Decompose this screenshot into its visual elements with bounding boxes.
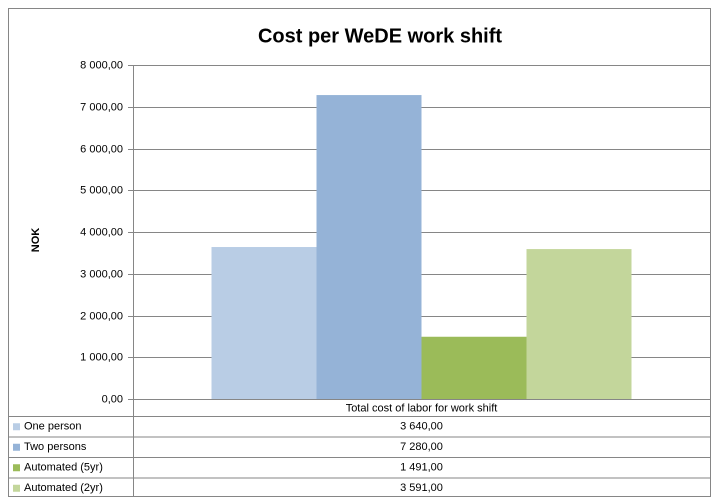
y-tick-label: 6 000,00: [80, 143, 123, 155]
bar: [421, 336, 527, 399]
legend-swatch: [13, 484, 20, 492]
legend-label: Automated (2yr): [24, 482, 103, 494]
legend-swatch: [13, 423, 20, 431]
x-tick-label: Total cost of labor for work shift: [346, 402, 498, 414]
data-label: 7 280,00: [400, 441, 443, 453]
y-tick-label: 4 000,00: [80, 226, 123, 238]
bar: [211, 247, 317, 399]
data-label: 1 491,00: [400, 462, 443, 474]
y-axis-title: NOK: [30, 228, 42, 253]
y-tick-label: 8 000,00: [80, 59, 123, 71]
legend-label: Automated (5yr): [24, 462, 103, 474]
y-tick-label: 3 000,00: [80, 268, 123, 280]
data-label: 3 640,00: [400, 421, 443, 433]
legend-label: Two persons: [24, 441, 87, 453]
bar: [316, 95, 422, 399]
y-tick-label: 2 000,00: [80, 310, 123, 322]
legend-swatch: [13, 443, 20, 451]
bar: [526, 249, 632, 399]
chart-title: Cost per WeDE work shift: [258, 25, 502, 47]
data-label: 3 591,00: [400, 482, 443, 494]
y-tick-label: 7 000,00: [80, 101, 123, 113]
legend-label: One person: [24, 421, 81, 433]
legend-swatch: [13, 464, 20, 472]
y-tick-label: 0,00: [102, 393, 123, 405]
y-tick-label: 1 000,00: [80, 351, 123, 363]
y-tick-label: 5 000,00: [80, 184, 123, 196]
